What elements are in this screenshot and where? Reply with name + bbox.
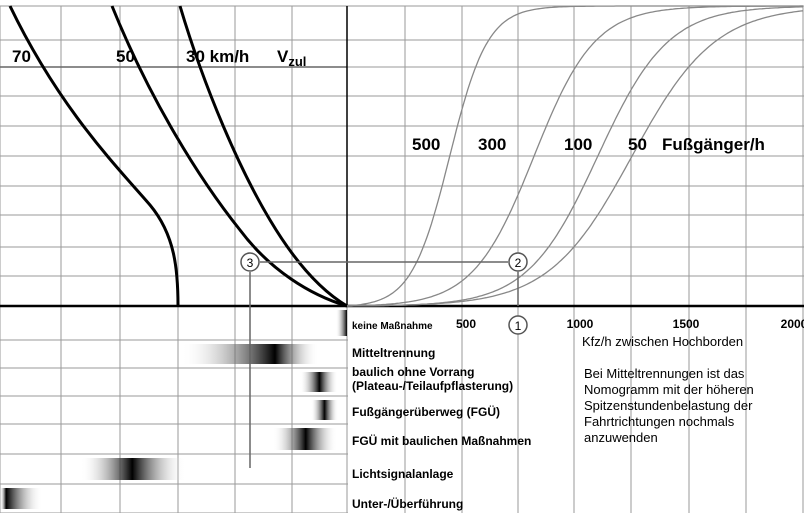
note-line-1: Nomogramm mit der höheren	[584, 382, 754, 397]
marker-label-2: 2	[515, 256, 522, 270]
measure-label-5: Lichtsignalanlage	[352, 467, 454, 481]
pedestrian-series-label-100: 100	[564, 135, 592, 154]
speed-curve-1	[110, 5, 348, 308]
x-tick-1000: 1000	[567, 317, 594, 331]
note-line-4: anzuwenden	[584, 430, 658, 445]
x-tick-2000: 2000	[781, 317, 804, 331]
pedestrian-series-label-300: 300	[478, 135, 506, 154]
x-axis-label: Kfz/h zwischen Hochborden	[582, 334, 743, 349]
vzul-sub: zul	[288, 54, 306, 69]
measure-label-line: (Plateau-/Teilaufpflasterung)	[352, 379, 513, 393]
pedestrian-series-label-50: 50	[628, 135, 647, 154]
x-tick-1500: 1500	[673, 317, 700, 331]
speed-label-1: 50	[116, 47, 135, 66]
pedestrian-curve-50	[347, 10, 804, 307]
chart-axes	[0, 6, 804, 308]
speed-curve-2	[178, 5, 348, 308]
measure-label-line: baulich ohne Vorrang	[352, 365, 474, 379]
marker-circle-1	[508, 315, 528, 335]
pedestrian-unit-label: Fußgänger/h	[662, 135, 765, 154]
marker-label-3: 3	[247, 256, 254, 270]
measure-label-0: keine Maßnahme	[352, 321, 433, 332]
measure-bar	[52, 458, 243, 480]
speed-label-0: 70	[12, 47, 31, 66]
measure-bar	[284, 310, 347, 336]
pedestrian-curves	[346, 5, 804, 307]
measure-bar	[242, 400, 341, 420]
marker-circle-2	[508, 252, 528, 272]
note-line-3: Fahrtrichtungen nochmals	[584, 414, 735, 429]
marker-lines: 3 2 1	[240, 252, 528, 468]
speed-label-2: 30 km/h	[186, 47, 249, 66]
marker-circle-3	[240, 252, 260, 272]
speed-curves	[8, 5, 348, 308]
measure-label-4: FGÜ mit baulichen Maßnahmen	[352, 433, 531, 448]
measure-bar	[111, 344, 330, 364]
measure-bar	[225, 372, 341, 392]
measure-label-1: Mitteltrennung	[352, 346, 435, 360]
measure-label-3: Fußgängerüberweg (FGÜ)	[352, 404, 500, 419]
x-tick-500: 500	[456, 317, 476, 331]
measure-bar	[0, 488, 122, 509]
pedestrian-curve-300	[347, 5, 803, 307]
measure-bars	[0, 310, 347, 509]
speed-curve-0	[8, 5, 180, 307]
measure-label-6: Unter-/Überführung	[352, 496, 463, 511]
marker-label-1: 1	[515, 319, 522, 333]
measure-label-2: baulich ohne Vorrang (Plateau-/Teilaufpfl…	[352, 365, 513, 393]
measure-bar	[190, 428, 341, 450]
pedestrian-series-label-500: 500	[412, 135, 440, 154]
note-line-2: Spitzenstundenbelastung der	[584, 398, 753, 413]
note-line-0: Bei Mitteltrennungen ist das	[584, 366, 745, 381]
